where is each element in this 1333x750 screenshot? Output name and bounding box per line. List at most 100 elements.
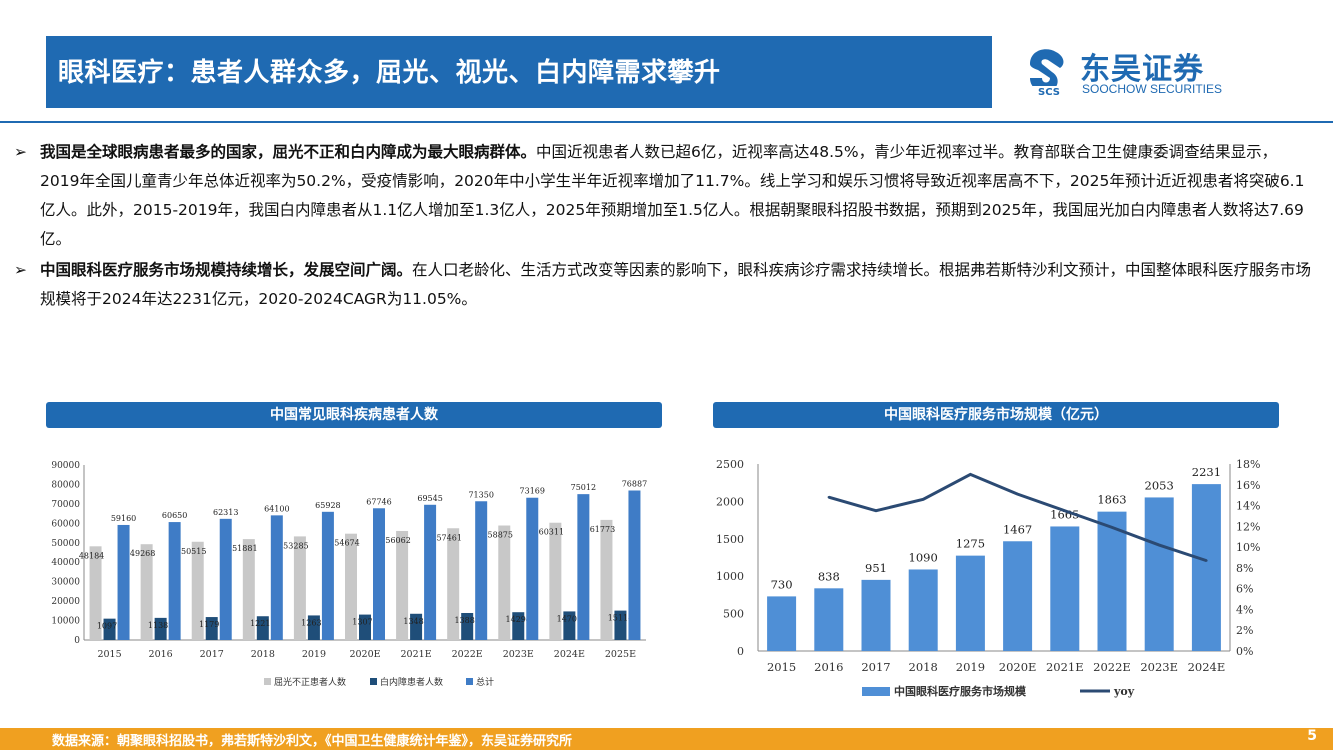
bar-refractive bbox=[498, 525, 511, 640]
bar-total bbox=[373, 508, 385, 640]
market-size-bar bbox=[908, 569, 938, 651]
legend-swatch bbox=[466, 678, 473, 685]
y-tick-label: 50000 bbox=[51, 539, 80, 549]
x-tick-label: 2016 bbox=[149, 649, 173, 660]
data-label: 51881 bbox=[232, 544, 257, 553]
data-label: 65928 bbox=[315, 501, 340, 510]
logo-mark-text: SCS bbox=[1038, 87, 1060, 98]
bar-refractive bbox=[89, 546, 102, 640]
data-label: 13488 bbox=[403, 617, 428, 626]
data-label: 57461 bbox=[436, 533, 461, 542]
bullet-2-bold: 中国眼科医疗服务市场规模持续增长，发展空间广阔。 bbox=[40, 261, 413, 279]
bar-cataract bbox=[563, 611, 576, 640]
legend-label-line: yoy bbox=[1113, 685, 1135, 698]
data-label: 67746 bbox=[366, 497, 391, 506]
legend-label: 总计 bbox=[476, 676, 494, 688]
x-tick-label: 2018 bbox=[251, 649, 275, 660]
data-label: 64100 bbox=[264, 504, 289, 513]
bar-value-label: 2053 bbox=[1145, 478, 1174, 492]
x-tick-label: 2022E bbox=[452, 649, 483, 660]
market-size-bar bbox=[1097, 511, 1127, 651]
bullet-1: ➢ 我国是全球眼病患者最多的国家，屈光不正和白内障成为最大眼病群体。中国近视患者… bbox=[14, 138, 1314, 254]
x-tick-label: 2015 bbox=[767, 660, 796, 674]
bar-cataract bbox=[154, 617, 167, 640]
y-tick-label: 20000 bbox=[51, 597, 80, 607]
y-tick-label: 70000 bbox=[51, 500, 80, 510]
left-y-tick-label: 1500 bbox=[716, 533, 744, 546]
bullet-1-bold: 我国是全球眼病患者最多的国家，屈光不正和白内障成为最大眼病群体。 bbox=[40, 143, 537, 161]
data-label: 59160 bbox=[111, 514, 136, 523]
bar-total bbox=[219, 518, 232, 640]
bar-refractive bbox=[549, 522, 562, 640]
bar-value-label: 1090 bbox=[909, 550, 938, 564]
data-source: 数据来源：朝聚眼科招股书，弗若斯特沙利文，《中国卫生健康统计年鉴》，东吴证券研究… bbox=[52, 734, 573, 749]
legend-swatch-bar bbox=[862, 687, 890, 696]
bar-cataract bbox=[256, 616, 269, 640]
x-tick-label: 2024E bbox=[554, 649, 585, 660]
bar-total bbox=[475, 501, 488, 640]
legend-label: 白内障患者人数 bbox=[380, 676, 443, 688]
right-y-tick-label: 16% bbox=[1236, 479, 1260, 492]
data-label: 11382 bbox=[148, 621, 173, 630]
data-label: 75012 bbox=[571, 483, 596, 492]
company-logo: SCS 东吴证券 SOOCHOW SECURITIES bbox=[1022, 42, 1262, 98]
data-label: 61773 bbox=[590, 525, 615, 534]
data-label: 53285 bbox=[283, 541, 308, 550]
data-label: 50515 bbox=[181, 547, 206, 556]
market-size-bar bbox=[1050, 526, 1080, 651]
bar-total bbox=[168, 522, 181, 640]
legend-label: 屈光不正患者人数 bbox=[274, 676, 346, 688]
bar-refractive bbox=[140, 544, 153, 640]
y-tick-label: 90000 bbox=[51, 461, 80, 471]
data-label: 11798 bbox=[199, 620, 224, 629]
x-tick-label: 2019 bbox=[956, 660, 985, 674]
data-label: 14294 bbox=[506, 615, 531, 624]
market-size-bar bbox=[1144, 497, 1174, 651]
data-label: 60650 bbox=[162, 511, 187, 520]
right-y-tick-label: 2% bbox=[1236, 624, 1253, 637]
x-tick-label: 2022E bbox=[1093, 660, 1131, 674]
bar-value-label: 1467 bbox=[1003, 522, 1032, 536]
legend-label-bar: 中国眼科医疗服务市场规模 bbox=[894, 684, 1027, 698]
market-size-bar bbox=[1191, 484, 1221, 651]
x-tick-label: 2023E bbox=[1140, 660, 1178, 674]
data-label: 69545 bbox=[417, 494, 442, 503]
bar-total bbox=[270, 515, 283, 640]
data-label: 62313 bbox=[213, 508, 238, 517]
right-y-tick-label: 10% bbox=[1236, 541, 1260, 554]
x-tick-label: 2018 bbox=[909, 660, 938, 674]
bar-total bbox=[117, 524, 130, 640]
legend-swatch bbox=[264, 678, 271, 685]
right-y-tick-label: 0% bbox=[1236, 645, 1253, 658]
bar-refractive bbox=[345, 533, 357, 640]
data-label: 56062 bbox=[385, 536, 410, 545]
bar-cataract bbox=[410, 613, 423, 640]
bar-refractive bbox=[191, 541, 204, 640]
bar-cataract bbox=[103, 618, 116, 640]
yoy-point bbox=[969, 473, 972, 476]
bar-cataract bbox=[512, 612, 525, 640]
data-label: 13072 bbox=[352, 618, 377, 627]
yoy-point bbox=[1205, 559, 1208, 562]
y-tick-label: 40000 bbox=[51, 558, 80, 568]
data-label: 12635 bbox=[301, 618, 326, 627]
data-label: 58875 bbox=[488, 531, 513, 540]
yoy-point bbox=[1016, 492, 1019, 496]
yoy-point bbox=[922, 498, 925, 501]
right-y-tick-label: 12% bbox=[1236, 520, 1260, 533]
bar-refractive bbox=[600, 519, 613, 640]
bar-total bbox=[526, 497, 539, 640]
logo-chinese-name: 东吴证券 bbox=[1080, 52, 1204, 87]
y-tick-label: 60000 bbox=[51, 519, 80, 529]
data-label: 14701 bbox=[557, 614, 582, 623]
bar-value-label: 951 bbox=[865, 561, 887, 575]
market-chart: 0 500 1000 1500 2000 2500 0% 2% 4% 6% 8% 10% 12% 14% 1… bbox=[716, 458, 1260, 698]
bar-refractive bbox=[447, 528, 460, 640]
market-size-bar bbox=[1003, 541, 1033, 651]
bar-total bbox=[628, 490, 641, 640]
page-title: 眼科医疗：患者人群众多，屈光、视光、白内障需求攀升 bbox=[58, 58, 721, 88]
x-tick-label: 2023E bbox=[503, 649, 534, 660]
y-tick-label: 0 bbox=[74, 636, 80, 646]
market-size-bar bbox=[767, 596, 797, 651]
bar-cataract bbox=[614, 610, 627, 640]
